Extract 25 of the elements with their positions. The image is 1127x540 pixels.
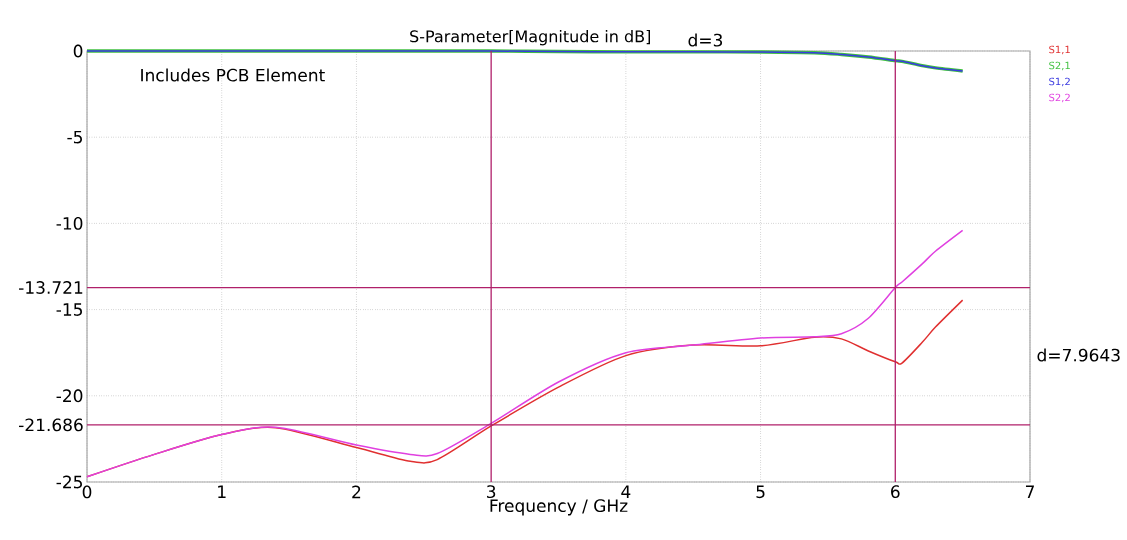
x-tick-label: 2 <box>352 485 361 499</box>
ref-line-label: 6 <box>891 485 900 499</box>
x-axis-title: Frequency / GHz <box>490 499 628 516</box>
text: d=3 <box>688 33 723 47</box>
text: d=7.9643 <box>1037 348 1120 362</box>
y-tick-label: -25 <box>56 475 82 489</box>
text: S1,2 <box>1049 77 1070 87</box>
text: S2,2 <box>1049 93 1070 103</box>
y-tick-label: -20 <box>56 389 83 403</box>
text: S2,1 <box>1049 61 1070 71</box>
y-tick-label: -5 <box>67 130 82 144</box>
chart-title: S-Parameter[Magnitude in dB] <box>410 29 650 46</box>
y-tick-label: -15 <box>56 303 82 316</box>
y-tick-label: -10 <box>56 216 83 230</box>
x-tick-label: 5 <box>756 485 765 499</box>
x-tick-label: 7 <box>1025 485 1034 498</box>
annotation: Includes PCB Element <box>141 68 325 82</box>
x-tick-label: 4 <box>621 485 631 498</box>
x-tick-label: 0 <box>82 485 92 499</box>
x-tick-label: 1 <box>218 485 226 498</box>
ref-line-label: -13.721 <box>19 281 83 294</box>
ref-line-label: 3 <box>487 485 496 499</box>
y-tick-label: 0 <box>73 44 83 58</box>
ref-line-label: -21.686 <box>19 418 83 432</box>
text: S1,1 <box>1049 45 1070 55</box>
